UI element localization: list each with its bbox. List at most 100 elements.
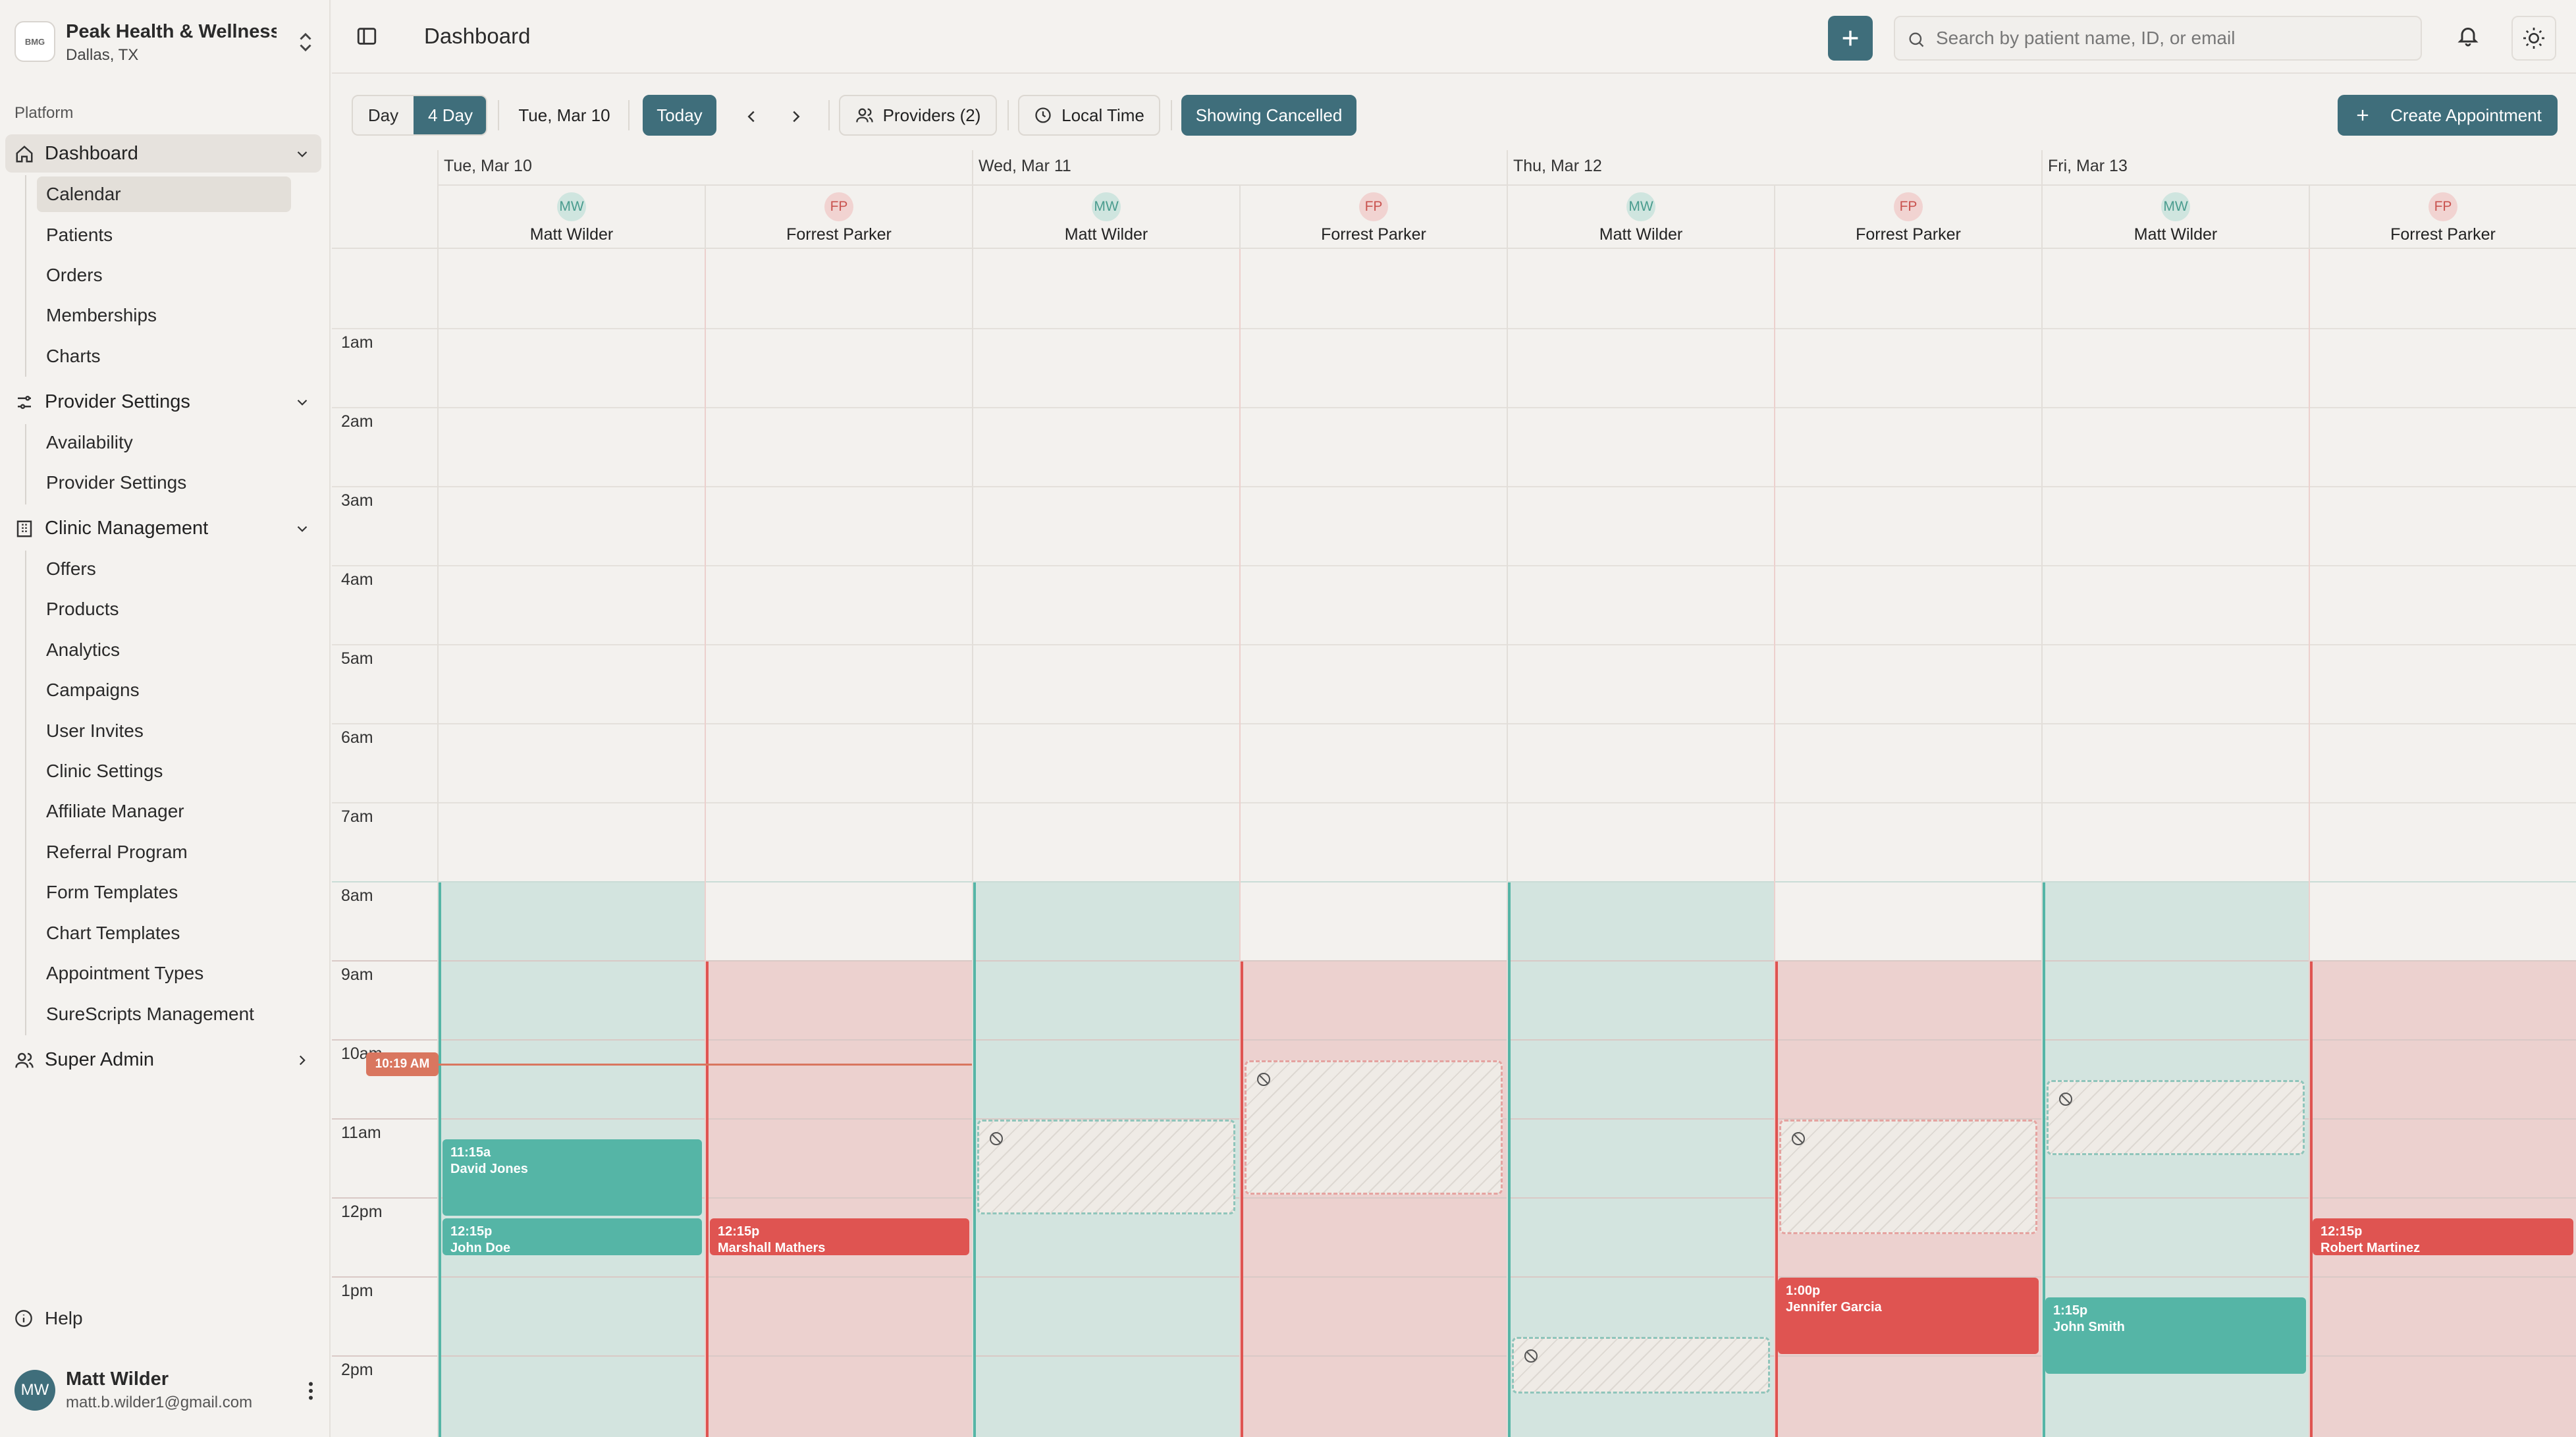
blocked-slot[interactable] <box>1245 1060 1503 1195</box>
nav-tree-line <box>25 175 26 377</box>
nav-clinic-management[interactable]: Clinic Management <box>5 509 321 547</box>
view-day-button[interactable]: Day <box>367 105 399 125</box>
time-grid[interactable]: 1am 2am 3am 4am 5am 6am 7am 8am 9am 10am… <box>332 248 2576 1437</box>
day-header: Thu, Mar 12 <box>1507 150 2041 184</box>
appointment[interactable]: 1:00p Jennifer Garcia <box>1778 1278 2039 1354</box>
nav-appointment-types[interactable]: Appointment Types <box>46 963 204 983</box>
nav-super-admin[interactable]: Super Admin <box>5 1041 321 1079</box>
time-label: 2pm <box>341 1361 373 1379</box>
appointment[interactable]: 1:15p John Smith <box>2045 1297 2306 1374</box>
nav-tree-line <box>25 424 26 504</box>
nav-chart-templates[interactable]: Chart Templates <box>46 923 180 943</box>
chevron-right-icon[interactable] <box>786 107 806 126</box>
page-title: Dashboard <box>424 24 531 48</box>
today-button[interactable]: Today <box>643 95 716 136</box>
nav-provider-settings-label: Provider Settings <box>45 391 190 412</box>
hour-line <box>332 644 2576 645</box>
nav-campaigns[interactable]: Campaigns <box>46 680 140 700</box>
nav-patients[interactable]: Patients <box>46 225 113 245</box>
nav-analytics[interactable]: Analytics <box>46 639 121 660</box>
providers-filter-button[interactable]: Providers (2) <box>839 95 997 136</box>
org-location: Dallas, TX <box>66 46 139 64</box>
blocked-slot[interactable] <box>1779 1120 2037 1234</box>
user-menu[interactable]: MW Matt Wilder matt.b.wilder1@gmail.com <box>14 1365 317 1415</box>
chevron-down-icon <box>297 151 308 157</box>
availability-block <box>706 962 972 1437</box>
provider-column-header: MW Matt Wilder <box>2041 184 2309 248</box>
nav-affiliate-manager[interactable]: Affiliate Manager <box>46 801 184 821</box>
calendar: Tue, Mar 10 Wed, Mar 11 Thu, Mar 12 Fri,… <box>332 150 2576 1437</box>
nav-referral-program[interactable]: Referral Program <box>46 842 188 862</box>
provider-edge <box>439 882 441 1437</box>
nav-memberships[interactable]: Memberships <box>46 305 157 325</box>
provider-avatar: MW <box>1626 192 1655 221</box>
hour-line <box>332 1355 2576 1357</box>
search-input[interactable] <box>1936 25 2410 51</box>
nav-products[interactable]: Products <box>46 599 119 619</box>
day-header: Fri, Mar 13 <box>2041 150 2576 184</box>
create-appointment-button[interactable]: Create Appointment <box>2338 95 2558 136</box>
provider-column-header: MW Matt Wilder <box>1507 184 1774 248</box>
appointment-patient: John Doe <box>450 1241 511 1255</box>
ban-icon <box>1257 1073 1270 1086</box>
plus-icon <box>1842 30 1858 46</box>
provider-name: Forrest Parker <box>786 225 892 244</box>
appointment[interactable]: 12:15p Robert Martinez <box>2313 1218 2573 1255</box>
timezone-button[interactable]: Local Time <box>1018 95 1160 136</box>
appointment[interactable]: 11:15a David Jones <box>443 1139 702 1216</box>
nav-offers[interactable]: Offers <box>46 558 96 579</box>
theme-toggle-button[interactable] <box>2511 16 2556 61</box>
blocked-slot[interactable] <box>977 1120 1235 1214</box>
sidebar: BMG Peak Health & Wellness Dallas, TX Pl… <box>0 0 331 1437</box>
hour-line <box>332 1197 2576 1199</box>
hour-line <box>332 881 2576 882</box>
toolbar-divider <box>1007 100 1009 130</box>
view-4day-button[interactable]: 4 Day <box>414 96 486 134</box>
nav-form-templates[interactable]: Form Templates <box>46 882 178 902</box>
nav-dashboard[interactable]: Dashboard <box>5 134 321 173</box>
hour-line <box>332 565 2576 566</box>
showing-cancelled-toggle[interactable]: Showing Cancelled <box>1181 95 1356 136</box>
chevron-left-icon[interactable] <box>741 107 761 126</box>
hour-line <box>332 723 2576 724</box>
nav-orders[interactable]: Orders <box>46 265 103 285</box>
nav-availability[interactable]: Availability <box>46 432 133 452</box>
time-label: 5am <box>341 649 373 668</box>
search-icon <box>1909 32 1924 47</box>
availability-block <box>2310 962 2576 1437</box>
provider-edge <box>2310 962 2313 1437</box>
appointment[interactable]: 12:15p Marshall Mathers <box>710 1218 969 1255</box>
nav-help[interactable]: Help <box>5 1300 321 1337</box>
nav-calendar[interactable]: Calendar <box>37 176 291 212</box>
chevrons-up-down-icon <box>300 32 311 52</box>
hour-line <box>332 1276 2576 1278</box>
provider-column-header: FP Forrest Parker <box>2309 184 2576 248</box>
search-box[interactable] <box>1894 16 2422 61</box>
ban-icon <box>1524 1349 1538 1363</box>
current-date[interactable]: Tue, Mar 10 <box>518 105 610 125</box>
time-label: 3am <box>341 491 373 510</box>
appointment[interactable]: 12:15p John Doe <box>443 1218 702 1255</box>
appointment-patient: David Jones <box>450 1162 528 1176</box>
nav-surescripts-management[interactable]: SureScripts Management <box>46 1004 254 1024</box>
column-line <box>437 249 439 1437</box>
nav-user-invites[interactable]: User Invites <box>46 720 144 741</box>
nav-provider-settings[interactable]: Provider Settings <box>5 383 321 421</box>
blocked-slot[interactable] <box>2047 1080 2305 1155</box>
sun-icon <box>2523 28 2544 49</box>
appointment-patient: Jennifer Garcia <box>1786 1300 1882 1315</box>
appointment-patient: Marshall Mathers <box>718 1241 826 1255</box>
sidebar-toggle-icon[interactable] <box>356 25 378 47</box>
bell-icon[interactable] <box>2456 24 2480 47</box>
avatar: MW <box>14 1370 55 1411</box>
provider-name: Forrest Parker <box>1321 225 1426 244</box>
nav-provider-settings-sub[interactable]: Provider Settings <box>46 472 187 493</box>
more-vertical-icon[interactable] <box>304 1379 317 1403</box>
timezone-label: Local Time <box>1061 105 1144 125</box>
quick-add-button[interactable] <box>1828 16 1873 61</box>
building-icon <box>16 520 32 537</box>
nav-charts[interactable]: Charts <box>46 346 101 366</box>
org-switcher[interactable]: BMG Peak Health & Wellness Dallas, TX <box>14 18 317 66</box>
nav-clinic-settings[interactable]: Clinic Settings <box>46 761 163 781</box>
blocked-slot[interactable] <box>1512 1337 1770 1394</box>
